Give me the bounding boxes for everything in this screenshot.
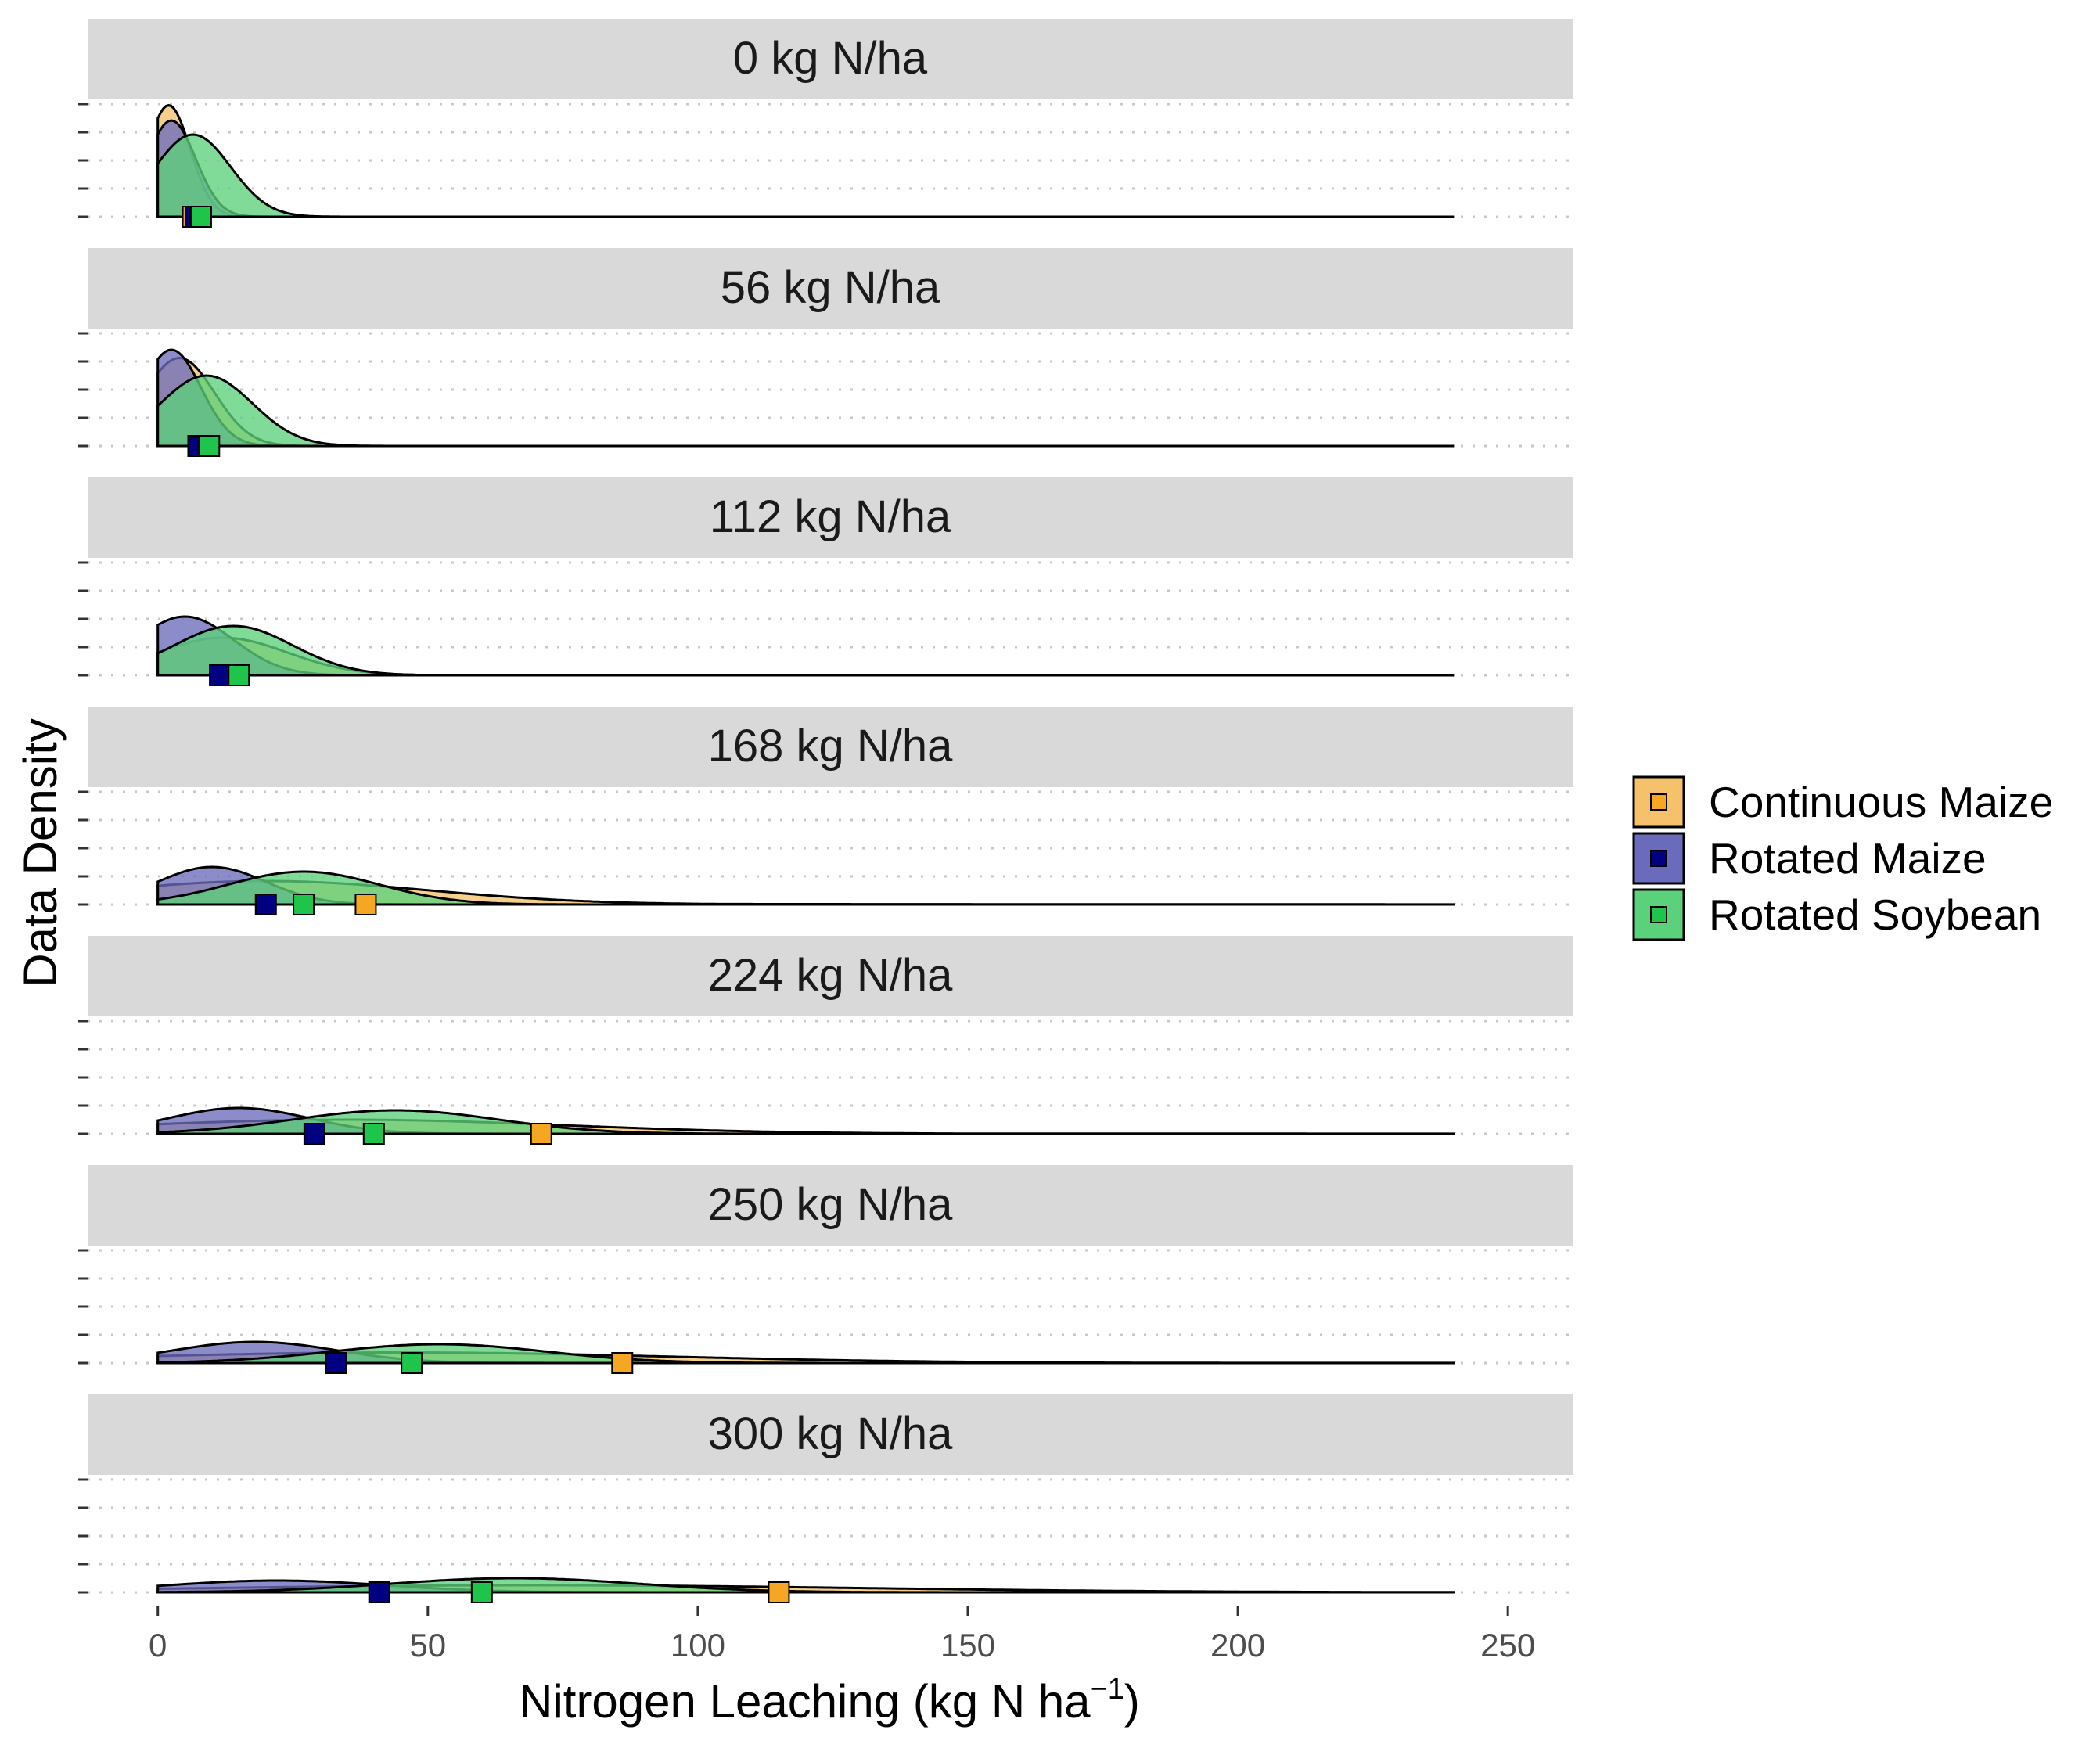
panel-strip	[88, 477, 1573, 558]
panel-strip-label: 250 kg N/ha	[708, 1179, 954, 1230]
legend-key-marker	[1650, 906, 1667, 923]
x-tick-label: 50	[409, 1627, 446, 1663]
x-axis-title-superscript: −1	[1091, 1673, 1124, 1706]
density-rotated-maize	[156, 348, 1455, 448]
density-rotated-soybean	[156, 374, 1455, 448]
legend-label: Continuous Maize	[1709, 778, 2053, 826]
mean-marker-rotated-soybean	[228, 664, 250, 686]
mean-marker-rotated-maize	[209, 664, 232, 686]
density-rotated-soybean	[156, 133, 1455, 218]
mean-marker-continuous-maize	[768, 1581, 790, 1603]
mean-marker-rotated-maize	[254, 894, 277, 915]
mean-marker-rotated-soybean	[470, 1581, 493, 1603]
panel-0-kg-n-ha: 0 kg N/ha	[78, 19, 1573, 228]
panel-224-kg-n-ha: 224 kg N/ha	[78, 936, 1573, 1145]
legend-label: Rotated Soybean	[1709, 890, 2041, 939]
mean-marker-continuous-maize	[354, 894, 377, 915]
panel-strip-label: 56 kg N/ha	[721, 262, 940, 313]
panel-strip	[88, 1165, 1573, 1246]
density-continuous-maize	[156, 356, 1455, 448]
density-rotated-maize	[156, 119, 1455, 218]
mean-marker-rotated-soybean	[401, 1352, 423, 1374]
legend-item-continuous-maize: Continuous Maize	[1632, 775, 2053, 829]
panel-strip-label: 168 kg N/ha	[708, 721, 954, 771]
y-axis-title: Data Density	[14, 718, 67, 987]
mean-marker-rotated-maize	[303, 1123, 325, 1145]
legend: Continuous Maize Rotated Maize Rotated Soy…	[1632, 775, 2053, 941]
density-rotated-soybean	[156, 1109, 1455, 1135]
panel-strip	[88, 1394, 1573, 1475]
panel-strip-label: 0 kg N/ha	[733, 33, 928, 84]
mean-marker-rotated-soybean	[362, 1123, 385, 1145]
panel-300-kg-n-ha: 300 kg N/ha	[78, 1394, 1573, 1603]
legend-label: Rotated Maize	[1709, 834, 1987, 883]
x-axis-title: Nitrogen Leaching (kg N ha−1)	[519, 1673, 1140, 1728]
panel-strip-label: 300 kg N/ha	[708, 1408, 954, 1459]
panel-112-kg-n-ha: 112 kg N/ha	[78, 477, 1573, 686]
density-rotated-soybean	[156, 870, 1455, 906]
mean-marker-continuous-maize	[611, 1352, 634, 1374]
density-rotated-soybean	[156, 1343, 1455, 1365]
panel-strip	[88, 936, 1573, 1016]
panel-strip-label: 224 kg N/ha	[708, 950, 954, 1001]
mean-marker-rotated-soybean	[189, 206, 212, 228]
x-tick-label: 100	[671, 1627, 725, 1663]
mean-marker-continuous-maize	[530, 1123, 552, 1145]
panel-strip	[88, 707, 1573, 787]
panel-168-kg-n-ha: 168 kg N/ha	[78, 707, 1573, 915]
x-tick-label: 150	[940, 1627, 995, 1663]
x-tick-label: 250	[1480, 1627, 1535, 1663]
legend-key-marker	[1650, 850, 1667, 867]
panel-strip	[88, 19, 1573, 99]
panel-56-kg-n-ha: 56 kg N/ha	[78, 248, 1573, 457]
x-tick-label: 0	[149, 1627, 167, 1663]
mean-marker-rotated-maize	[368, 1581, 390, 1603]
mean-marker-rotated-soybean	[198, 435, 221, 457]
density-rotated-soybean	[156, 624, 1455, 677]
panel-strip	[88, 248, 1573, 329]
panels: 0 kg N/ha 56 kg N/ha 112 kg N/ha 168 kg N/h…	[78, 19, 1573, 1603]
legend-item-rotated-maize: Rotated Maize	[1632, 832, 1987, 885]
x-tick-label: 200	[1210, 1627, 1265, 1663]
legend-item-rotated-soybean: Rotated Soybean	[1632, 888, 2041, 941]
panel-250-kg-n-ha: 250 kg N/ha	[78, 1165, 1573, 1374]
legend-key-marker	[1650, 793, 1667, 811]
panel-strip-label: 112 kg N/ha	[710, 491, 951, 542]
mean-marker-rotated-maize	[325, 1352, 347, 1374]
x-axis: 0 50 100 150 200 250	[149, 1606, 1535, 1663]
mean-marker-rotated-soybean	[293, 894, 315, 915]
